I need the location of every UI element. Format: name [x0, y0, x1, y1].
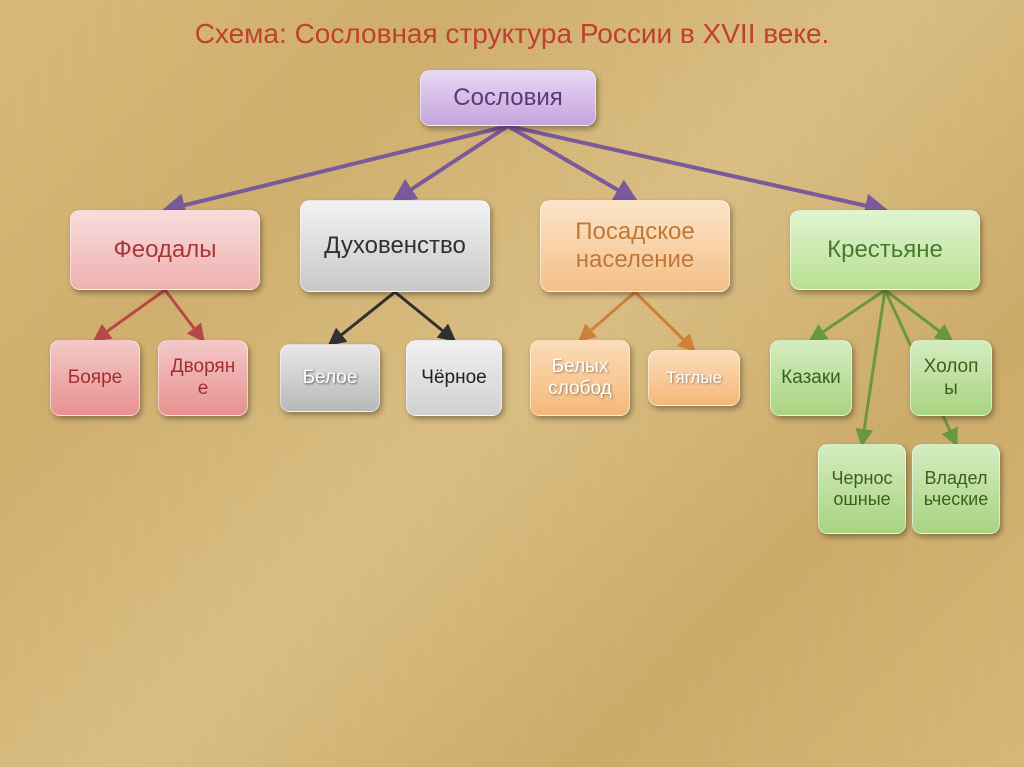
arrow-clergy-white — [330, 292, 395, 344]
node-black: Чёрное — [406, 340, 502, 416]
node-root: Сословия — [420, 70, 596, 126]
node-peasants: Крестьяне — [790, 210, 980, 290]
node-boyar: Бояре — [50, 340, 140, 416]
node-holop: Холопы — [910, 340, 992, 416]
node-dvor: Дворяне — [158, 340, 248, 416]
node-kazak: Казаки — [770, 340, 852, 416]
node-label: Казаки — [781, 367, 841, 389]
node-label: Белых слобод — [539, 356, 621, 400]
arrow-clergy-black — [395, 292, 454, 340]
node-white: Белое — [280, 344, 380, 412]
arrow-root-clergy — [395, 126, 508, 200]
arrow-posad-tyagl — [635, 292, 694, 350]
node-label: Посадское население — [549, 218, 721, 273]
arrow-posad-wslobod — [580, 292, 635, 340]
arrow-feod-dvor — [165, 290, 203, 340]
node-label: Черносошные — [827, 468, 897, 509]
node-label: Феодалы — [113, 236, 216, 264]
node-cherno: Черносошные — [818, 444, 906, 534]
arrow-peasants-holop — [885, 290, 951, 340]
node-wslobod: Белых слобод — [530, 340, 630, 416]
node-label: Холопы — [919, 356, 983, 400]
node-clergy: Духовенство — [300, 200, 490, 292]
arrow-peasants-kazak — [811, 290, 885, 340]
arrow-peasants-cherno — [862, 290, 885, 444]
node-label: Белое — [303, 367, 358, 389]
arrow-root-posad — [508, 126, 635, 200]
node-label: Духовенство — [324, 232, 466, 260]
arrow-root-peasants — [508, 126, 885, 210]
node-label: Тяглые — [666, 368, 722, 388]
node-label: Крестьяне — [827, 236, 943, 264]
diagram-title: Схема: Сословная структура России в XVII… — [0, 0, 1024, 50]
node-label: Чёрное — [421, 367, 486, 389]
node-feod: Феодалы — [70, 210, 260, 290]
node-label: Сословия — [453, 84, 562, 112]
arrow-feod-boyar — [95, 290, 165, 340]
arrow-root-feod — [165, 126, 508, 210]
node-label: Дворяне — [167, 356, 239, 400]
node-posad: Посадское население — [540, 200, 730, 292]
node-label: Бояре — [68, 367, 122, 389]
node-vlad: Владельческие — [912, 444, 1000, 534]
node-tyagl: Тяглые — [648, 350, 740, 406]
node-label: Владельческие — [921, 468, 991, 509]
